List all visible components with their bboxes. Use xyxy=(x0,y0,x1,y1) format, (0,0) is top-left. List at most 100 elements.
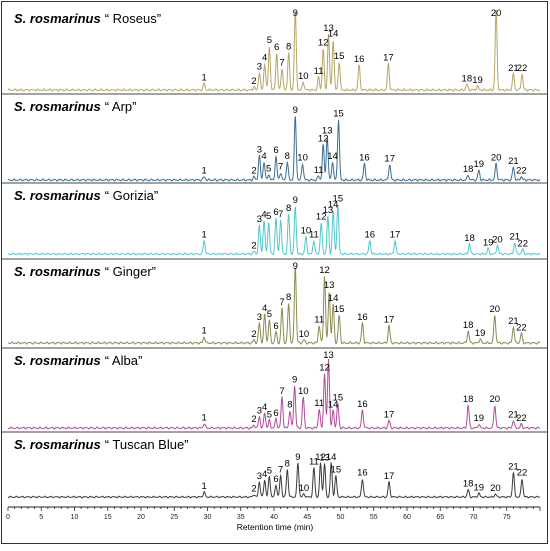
peak-label: 15 xyxy=(333,393,344,404)
chromatogram-trace xyxy=(7,204,541,256)
peak-label: 8 xyxy=(286,41,291,52)
cultivar-name: “ Gorizia” xyxy=(105,188,158,203)
peak-label: 17 xyxy=(384,314,395,325)
peak-label: 6 xyxy=(273,145,278,156)
peak-label: 3 xyxy=(257,214,262,225)
peak-label: 17 xyxy=(384,409,395,420)
peak-label: 22 xyxy=(517,468,528,479)
peak-label: 8 xyxy=(287,400,292,411)
peak-label: 3 xyxy=(257,144,262,155)
peak-label: 17 xyxy=(384,471,395,482)
peak-label: 7 xyxy=(278,209,283,220)
peak-label: 4 xyxy=(261,151,266,162)
panel-title: S. rosmarinus “ Gorizia” xyxy=(14,188,158,203)
peak-label: 9 xyxy=(292,374,297,385)
peak-label: 10 xyxy=(301,226,312,237)
cultivar-name: “ Alba” xyxy=(105,353,143,368)
chromatogram-trace xyxy=(8,461,541,499)
x-axis: 0 5 10 15 20 25 30 35 40 45 50 55 60 65 70 75 Retention … xyxy=(6,506,541,532)
x-tick-label: 70 xyxy=(470,514,478,521)
x-tick-label: 20 xyxy=(137,514,145,521)
peak-label: 18 xyxy=(463,394,474,405)
peak-label: 16 xyxy=(357,468,368,479)
peak-label: 11 xyxy=(314,398,324,409)
peak-label: 19 xyxy=(474,482,485,493)
x-tick-label: 30 xyxy=(204,514,212,521)
peak-label: 13 xyxy=(323,205,334,216)
peak-label: 21 xyxy=(508,316,519,327)
peak-label: 15 xyxy=(333,193,344,204)
peak-label: 12 xyxy=(319,362,330,373)
cultivar-name: “ Tuscan Blue” xyxy=(105,437,189,452)
peak-label: 6 xyxy=(273,474,278,485)
peak-label: 2 xyxy=(251,76,256,87)
peak-label: 10 xyxy=(298,386,309,397)
x-tick-label: 45 xyxy=(303,514,311,521)
chromatogram-trace xyxy=(7,358,541,430)
peak-label: 1 xyxy=(202,326,207,337)
panel-title: S. rosmarinus “ Ginger” xyxy=(14,264,156,279)
x-axis-label: Retention time (min) xyxy=(237,522,314,532)
peak-label: 3 xyxy=(257,61,262,72)
peak-label: 5 xyxy=(267,409,272,420)
peak-label: 22 xyxy=(516,166,527,177)
peak-label: 3 xyxy=(257,312,262,323)
x-tick-label: 40 xyxy=(270,514,278,521)
peak-label: 4 xyxy=(262,53,267,64)
peak-label: 10 xyxy=(299,329,310,340)
peak-label: 10 xyxy=(298,71,309,82)
x-tick-label: 35 xyxy=(237,514,245,521)
peak-label: 17 xyxy=(390,230,401,241)
peak-label: 21 xyxy=(509,232,520,243)
peak-label: 4 xyxy=(262,402,267,413)
peak-label: 5 xyxy=(266,163,271,174)
peak-label: 2 xyxy=(251,484,256,495)
peak-label: 12 xyxy=(316,212,327,223)
x-tick-label: 65 xyxy=(436,514,444,521)
peak-label: 16 xyxy=(357,399,368,410)
peak-label: 3 xyxy=(257,406,262,417)
peak-label: 16 xyxy=(357,312,368,323)
peak-label: 11 xyxy=(314,66,324,77)
peak-label: 14 xyxy=(328,29,339,40)
peak-label: 1 xyxy=(202,73,207,84)
peak-label: 11 xyxy=(314,165,324,176)
peak-label: 6 xyxy=(273,207,278,218)
peak-label: 1 xyxy=(202,412,207,423)
peak-label: 5 xyxy=(267,35,272,46)
peak-label: 4 xyxy=(261,210,266,221)
peak-label: 1 xyxy=(202,230,207,241)
peak-label: 14 xyxy=(328,293,339,304)
peak-label: 15 xyxy=(331,465,342,476)
peak-label: 12 xyxy=(315,452,326,463)
peak-label: 5 xyxy=(267,465,272,476)
peak-label: 13 xyxy=(319,452,330,463)
chromatogram-trace xyxy=(7,267,541,345)
peak-label: 8 xyxy=(285,151,290,162)
peak-label: 4 xyxy=(262,469,267,480)
peak-label: 16 xyxy=(354,54,365,65)
peak-label: 9 xyxy=(293,8,298,19)
peak-label: 11 xyxy=(309,230,319,241)
peak-label: 21 xyxy=(508,462,519,473)
peak-label: 14 xyxy=(328,400,339,411)
species-name: S. rosmarinus xyxy=(14,188,101,203)
x-tick-label: 55 xyxy=(370,514,378,521)
peak-label: 22 xyxy=(517,63,528,74)
panel-title: S. rosmarinus “ Alba” xyxy=(14,353,142,368)
peak-label: 20 xyxy=(489,304,500,315)
peak-label: 7 xyxy=(278,162,283,173)
chromatogram-trace xyxy=(7,9,541,92)
peak-label: 22 xyxy=(516,322,527,333)
peak-label: 9 xyxy=(293,195,298,206)
peak-label: 10 xyxy=(297,153,308,164)
peak-label: 18 xyxy=(464,233,475,244)
peak-label: 13 xyxy=(323,23,334,34)
